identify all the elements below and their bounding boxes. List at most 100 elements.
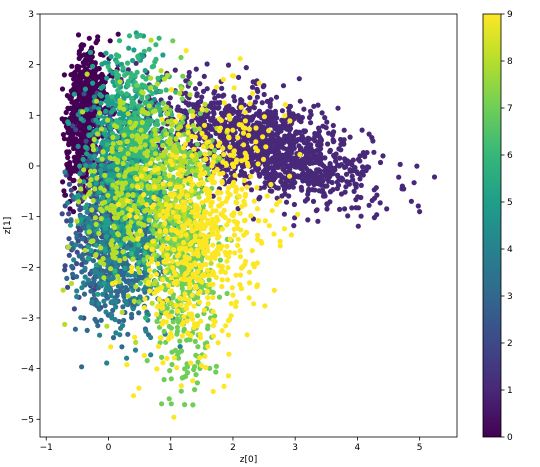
scatter-point	[79, 261, 85, 268]
scatter-point	[208, 289, 215, 295]
scatter-point	[199, 94, 205, 100]
scatter-point	[131, 298, 137, 304]
scatter-point	[282, 119, 288, 125]
scatter-point	[205, 323, 211, 329]
scatter-point	[84, 209, 90, 215]
scatter-point	[119, 309, 125, 315]
scatter-point	[181, 326, 187, 332]
scatter-point	[193, 372, 199, 378]
scatter-point	[307, 160, 313, 167]
scatter-point	[87, 49, 94, 56]
scatter-point	[259, 100, 265, 106]
scatter-point	[136, 55, 142, 61]
scatter-point	[81, 91, 87, 97]
scatter-point	[132, 347, 139, 353]
scatter-point	[327, 147, 333, 153]
scatter-point	[74, 234, 80, 240]
scatter-point	[81, 225, 87, 231]
scatter-point	[299, 157, 305, 163]
scatter-point	[81, 179, 87, 185]
scatter-point	[305, 153, 311, 159]
scatter-point	[122, 180, 128, 186]
scatter-point	[283, 199, 290, 205]
scatter-point	[107, 38, 113, 44]
scatter-point	[172, 347, 179, 353]
scatter-point	[200, 88, 207, 94]
scatter-point	[103, 108, 109, 114]
scatter-point	[270, 120, 277, 126]
scatter-point	[283, 146, 290, 152]
scatter-point	[274, 115, 280, 121]
scatter-point	[119, 344, 125, 350]
scatter-point	[130, 306, 136, 312]
scatter-point	[78, 116, 84, 122]
scatter-point	[130, 99, 136, 105]
scatter-point	[71, 257, 77, 263]
scatter-point	[115, 273, 121, 279]
scatter-point	[197, 110, 203, 117]
scatter-point	[66, 181, 72, 187]
scatter-point	[121, 120, 127, 126]
scatter-point	[97, 281, 103, 287]
scatter-point	[326, 172, 332, 178]
scatter-point	[140, 274, 146, 280]
scatter-point	[113, 330, 119, 336]
scatter-point	[174, 324, 180, 330]
scatter-point	[91, 153, 98, 159]
scatter-point	[291, 223, 297, 229]
scatter-point	[271, 144, 277, 150]
scatter-point	[360, 172, 366, 178]
scatter-point	[180, 73, 186, 79]
scatter-point	[183, 159, 189, 165]
scatter-point	[109, 173, 115, 179]
scatter-point	[268, 97, 274, 103]
scatter-point	[179, 85, 185, 92]
scatter-point	[153, 56, 159, 63]
scatter-point	[290, 184, 296, 190]
scatter-point	[160, 142, 166, 149]
scatter-point	[397, 161, 403, 167]
scatter-point	[184, 364, 190, 370]
scatter-point	[149, 91, 155, 97]
scatter-point	[159, 354, 165, 360]
scatter-point	[127, 178, 133, 184]
scatter-point	[355, 156, 361, 162]
scatter-point	[108, 54, 114, 60]
scatter-point	[86, 191, 92, 197]
scatter-point	[286, 193, 292, 199]
scatter-point	[264, 160, 270, 166]
scatter-point	[89, 299, 95, 305]
scatter-point	[168, 401, 174, 407]
scatter-point	[374, 212, 380, 218]
scatter-point	[77, 163, 83, 169]
scatter-point	[172, 198, 179, 204]
scatter-point	[204, 61, 210, 67]
scatter-point	[99, 75, 105, 82]
scatter-point	[88, 288, 94, 294]
scatter-point	[343, 171, 350, 177]
scatter-point	[72, 102, 78, 108]
scatter-point	[65, 284, 71, 290]
scatter-point	[71, 306, 77, 312]
scatter-point	[209, 115, 215, 121]
scatter-point	[71, 91, 77, 97]
scatter-point	[109, 94, 115, 100]
scatter-point	[143, 315, 149, 321]
scatter-point	[251, 133, 257, 139]
scatter-point	[148, 352, 154, 358]
scatter-point	[217, 257, 223, 263]
scatter-point	[105, 221, 111, 227]
scatter-point	[212, 313, 218, 319]
scatter-point	[205, 131, 211, 137]
scatter-point	[317, 140, 323, 146]
scatter-point	[362, 154, 368, 160]
scatter-point	[131, 47, 137, 53]
scatter-point	[110, 141, 116, 147]
scatter-point	[278, 128, 284, 134]
scatter-point	[122, 173, 128, 179]
scatter-point	[89, 172, 95, 178]
scatter-point	[179, 268, 185, 274]
scatter-point	[314, 174, 320, 180]
scatter-point	[125, 272, 131, 278]
scatter-point	[359, 127, 365, 133]
